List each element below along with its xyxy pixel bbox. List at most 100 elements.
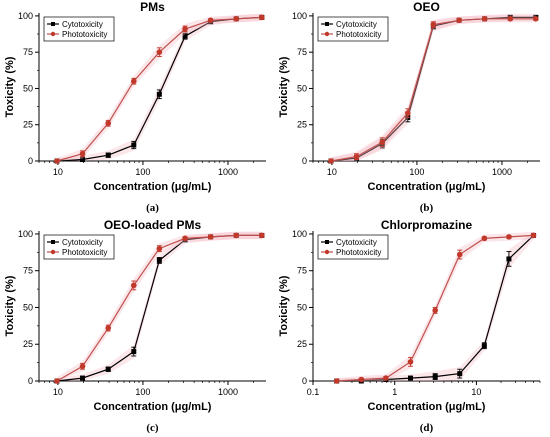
y-tick-label: 75 [23,47,33,57]
data-point-cytotoxicity [481,343,487,349]
data-point-phototoxicity [533,16,539,22]
x-tick-label: 0.1 [307,387,320,397]
legend-marker [325,22,329,26]
legend-label: Cytotoxicity [336,20,377,29]
data-point-phototoxicity [259,232,265,239]
data-point-cytotoxicity [156,91,162,97]
data-point-phototoxicity [156,245,163,252]
legend-label: Cytotoxicity [336,238,377,247]
data-point-cytotoxicity [131,349,137,355]
y-axis-title: Toxicity (%) [278,275,290,336]
data-point-cytotoxicity [407,375,413,381]
x-tick-label: 100 [409,167,424,177]
y-tick-label: 0 [302,376,307,386]
data-point-phototoxicity [430,21,437,28]
y-tick-label: 0 [302,156,307,166]
x-tick-label: 10 [471,387,481,397]
data-point-phototoxicity [383,375,389,381]
legend-label: Phototoxicity [62,30,107,39]
x-tick-label: 100 [135,387,150,397]
y-tick-label: 0 [28,376,33,386]
data-point-phototoxicity [379,139,386,145]
y-axis-title: Toxicity (%) [278,56,290,117]
data-point-cytotoxicity [80,375,86,381]
y-tick-label: 50 [297,83,307,93]
legend-box [43,234,115,260]
x-tick-label: 10 [327,167,337,177]
data-point-phototoxicity [233,232,240,239]
data-point-phototoxicity [79,150,86,157]
panel-label: (b) [420,202,434,214]
data-point-phototoxicity [207,17,214,24]
chart-panel-a: PMs 0 25 50 75 100 10 100 1000 Concentration (μg/… [4,0,266,214]
legend-marker [51,240,55,244]
x-tick-label: 1000 [492,167,512,177]
data-point-phototoxicity [54,158,60,164]
y-tick-label: 100 [18,11,33,21]
data-point-cytotoxicity [182,33,188,39]
x-tick-label: 10 [53,387,63,397]
y-tick-label: 100 [18,229,33,239]
data-point-phototoxicity [105,120,112,127]
error-band-1 [57,231,262,381]
x-axis-title: Concentration (μg/mL) [94,401,212,413]
data-point-cytotoxicity [506,256,512,262]
legend-box [317,234,389,260]
x-tick-label: 10 [53,167,63,177]
data-point-phototoxicity [207,234,214,240]
data-point-phototoxicity [182,26,188,32]
data-point-cytotoxicity [105,152,111,158]
y-tick-label: 25 [297,339,307,349]
y-tick-label: 25 [23,120,33,130]
chart-title: OEO-loaded PMs [104,218,202,232]
y-axis-title: Toxicity (%) [4,56,16,117]
data-point-phototoxicity [328,158,334,164]
chart-panel-b: OEO 0 25 50 75 100 10 100 1000 Concentration (μg/… [278,0,540,214]
legend-label: Phototoxicity [62,248,107,257]
data-point-phototoxicity [156,49,163,55]
data-point-cytotoxicity [457,371,463,377]
legend-label: Cytotoxicity [62,238,103,247]
x-axis-title: Concentration (μg/mL) [368,181,486,193]
y-tick-label: 0 [28,156,33,166]
data-point-phototoxicity [456,17,462,24]
data-point-phototoxicity [233,16,240,22]
panel-label: (c) [146,422,159,434]
data-point-phototoxicity [507,16,514,22]
y-tick-label: 75 [297,47,307,57]
data-point-cytotoxicity [131,142,137,148]
data-point-phototoxicity [130,78,137,84]
data-point-phototoxicity [54,378,60,384]
data-point-cytotoxicity [105,366,111,372]
x-axis-title: Concentration (μg/mL) [368,401,486,413]
data-point-cytotoxicity [156,257,162,263]
data-point-cytotoxicity [432,374,438,380]
legend-marker [324,31,330,37]
data-point-phototoxicity [105,325,112,331]
data-point-phototoxicity [333,378,340,384]
panel-label: (a) [146,202,159,214]
chart-panel-d: Chlorpromazine 0 25 50 75 100 0.1 1 10 Concentrat… [278,218,541,434]
y-tick-label: 100 [292,11,307,21]
data-point-phototoxicity [481,235,488,242]
data-point-phototoxicity [481,16,488,22]
legend-marker [51,22,55,26]
data-point-phototoxicity [456,251,463,258]
chart-title: PMs [140,0,165,14]
legend-marker [324,249,330,255]
error-band-1 [336,231,534,381]
legend-label: Cytotoxicity [62,20,103,29]
data-point-phototoxicity [259,14,265,21]
data-point-phototoxicity [404,110,411,116]
y-tick-label: 25 [23,339,33,349]
y-tick-label: 50 [297,302,307,312]
y-tick-label: 75 [23,266,33,276]
x-tick-label: 100 [135,167,150,177]
data-point-phototoxicity [432,307,438,314]
legend-marker [50,249,56,255]
panel-label: (d) [420,422,434,434]
legend-marker [325,240,329,244]
chart-title: OEO [413,0,440,14]
legend-box [317,16,389,42]
